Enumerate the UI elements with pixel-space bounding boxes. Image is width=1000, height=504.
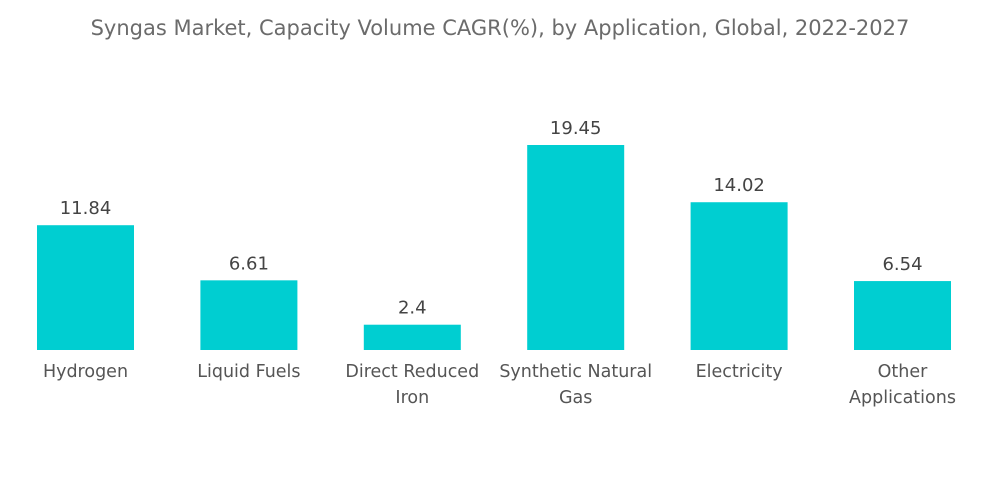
chart-title: Syngas Market, Capacity Volume CAGR(%), … bbox=[90, 16, 910, 40]
category-label: Hydrogen bbox=[43, 362, 128, 382]
bar bbox=[200, 280, 298, 350]
data-label: 6.61 bbox=[229, 253, 269, 274]
category-label: Synthetic Natural bbox=[499, 362, 652, 382]
bar bbox=[363, 324, 461, 350]
category-label: Direct Reduced bbox=[345, 362, 479, 382]
data-label: 2.4 bbox=[398, 298, 427, 319]
category-label: Electricity bbox=[696, 362, 783, 382]
bar bbox=[854, 281, 951, 350]
bar bbox=[527, 145, 625, 350]
category-label: Liquid Fuels bbox=[197, 362, 300, 382]
data-label: 6.54 bbox=[882, 254, 922, 275]
bar bbox=[690, 202, 788, 350]
data-label: 11.84 bbox=[60, 198, 112, 219]
category-label: Other bbox=[878, 362, 928, 382]
category-label: Gas bbox=[559, 388, 592, 408]
bar bbox=[37, 225, 134, 350]
category-label: Iron bbox=[395, 388, 429, 408]
category-label: Applications bbox=[849, 388, 956, 408]
data-label: 14.02 bbox=[713, 175, 765, 196]
data-label: 19.45 bbox=[550, 118, 602, 139]
